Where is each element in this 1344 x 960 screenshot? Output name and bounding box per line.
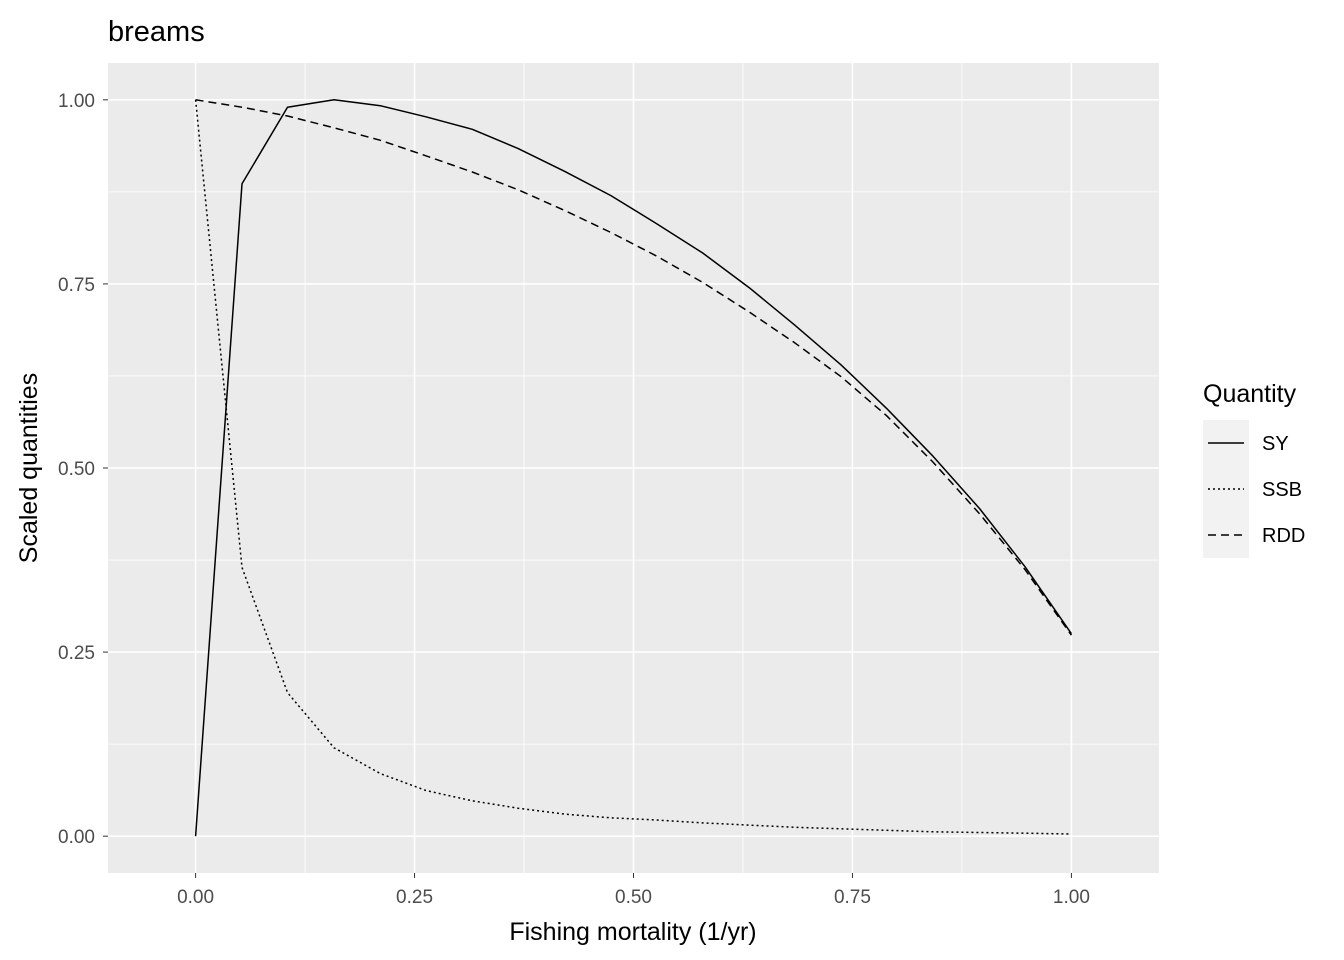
legend-keys: SY SSB RDD [1208,433,1305,547]
chart-title: breams [108,16,205,48]
x-tick-label: 0.00 [177,887,214,908]
series-layer [194,99,1073,837]
series-line-rdd [195,99,1073,636]
x-tick-label: 0.50 [615,887,652,908]
y-tick-label: 0.50 [58,459,95,480]
series-line-sy [194,99,1073,837]
y-axis: 0.00 0.25 0.50 0.75 1.00 [58,91,108,848]
series-line-ssb [194,99,1072,835]
legend-label-sy: SY [1262,433,1289,455]
legend-label-rdd: RDD [1262,525,1305,547]
x-axis-title: Fishing mortality (1/yr) [509,918,756,946]
y-axis-title: Scaled quantities [15,373,43,563]
grid-major [108,63,1159,873]
legend-title: Quantity [1203,380,1297,408]
legend: Quantity SY SSB RDD [1203,380,1305,558]
y-tick-label: 0.25 [58,643,95,664]
x-tick-label: 1.00 [1053,887,1090,908]
legend-label-ssb: SSB [1262,479,1302,501]
y-tick-label: 0.75 [58,275,95,296]
y-tick-label: 1.00 [58,91,95,112]
x-axis: 0.00 0.25 0.50 0.75 1.00 [177,873,1090,908]
x-tick-label: 0.75 [834,887,871,908]
y-tick-label: 0.00 [58,827,95,848]
x-tick-label: 0.25 [396,887,433,908]
